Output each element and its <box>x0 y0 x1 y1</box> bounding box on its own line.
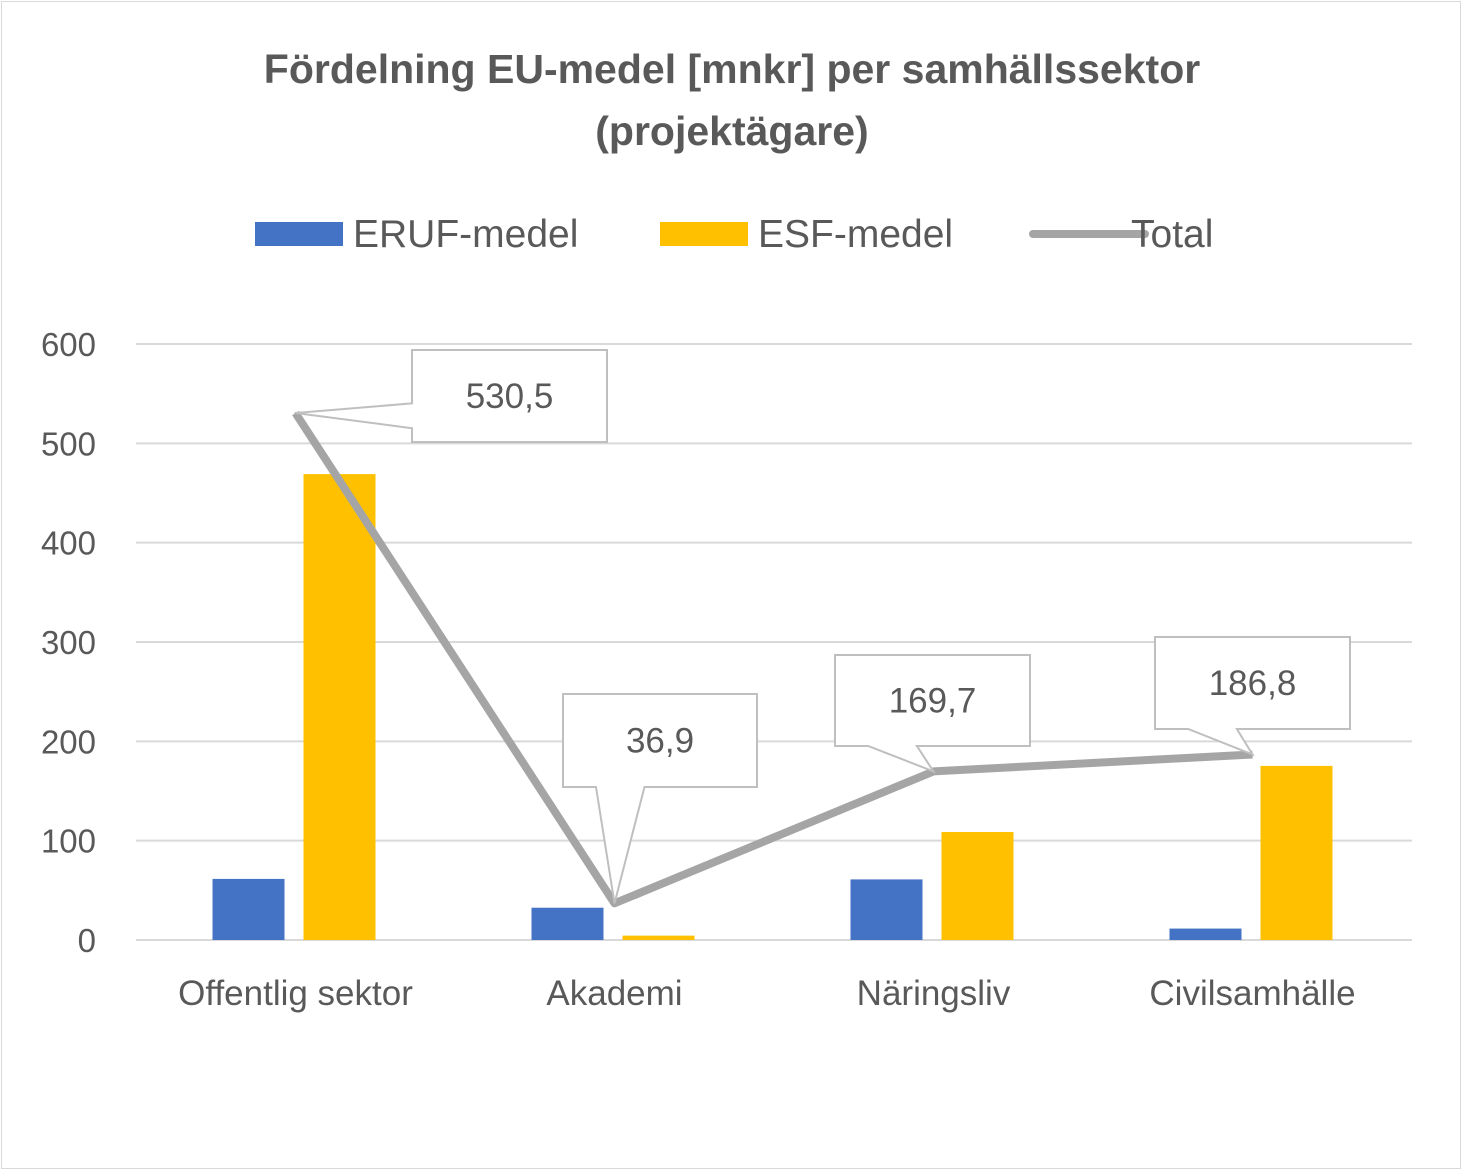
y-tick-label: 200 <box>41 723 96 760</box>
title-line-1: Fördelning EU-medel [mnkr] per samhällss… <box>263 46 1201 92</box>
legend-label: Total <box>1131 213 1213 256</box>
bar-esf-medel <box>303 474 376 940</box>
bar-eruf-medel <box>850 879 923 940</box>
data-callout <box>834 654 1031 774</box>
bar-eruf-medel <box>1169 928 1242 940</box>
y-tick-label: 600 <box>41 326 96 363</box>
y-tick-label: 0 <box>78 922 96 959</box>
data-label: 169,7 <box>889 682 977 721</box>
bar-esf-medel <box>1260 765 1333 940</box>
y-tick-label: 400 <box>41 525 96 562</box>
y-tick-label: 100 <box>41 823 96 860</box>
line-total <box>292 410 1253 908</box>
title-line-2: (projektägare) <box>595 108 869 154</box>
data-callout <box>295 349 608 443</box>
data-label: 186,8 <box>1209 664 1297 703</box>
data-label: 36,9 <box>626 722 694 761</box>
legend-label: ESF-medel <box>758 213 953 256</box>
data-callout <box>562 693 758 904</box>
data-label: 530,5 <box>466 377 554 416</box>
legend-label: ERUF-medel <box>353 213 578 256</box>
x-tick-label: Akademi <box>546 974 682 1013</box>
y-tick-label: 300 <box>41 624 96 661</box>
bar-eruf-medel <box>531 907 604 940</box>
legend-swatch-eruf-medel <box>255 222 343 246</box>
bar-esf-medel <box>941 832 1014 940</box>
x-tick-label: Civilsamhälle <box>1149 974 1355 1013</box>
legend-swatch-esf-medel <box>660 222 748 246</box>
x-tick-label: Offentlig sektor <box>178 974 413 1013</box>
data-callout <box>1154 636 1351 757</box>
chart-title: Fördelning EU-medel [mnkr] per samhällss… <box>0 38 1464 162</box>
bar-esf-medel <box>622 935 695 940</box>
bar-eruf-medel <box>212 878 285 940</box>
x-tick-label: Näringsliv <box>857 974 1011 1013</box>
y-tick-label: 500 <box>41 425 96 462</box>
